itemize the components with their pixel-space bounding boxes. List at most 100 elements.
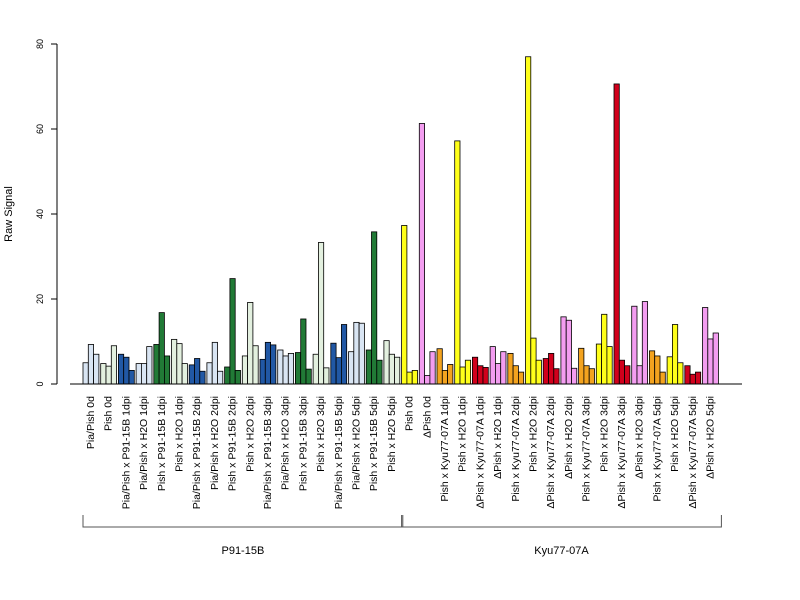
bar [606,346,613,385]
bar [353,321,360,385]
bar [105,365,112,385]
x-tick-label: ΔPish x H2O 3dpi [634,396,646,479]
bars-layer [82,56,719,385]
bar [264,341,271,385]
x-tick-label: Pia/Pish x P91-15B 2dpi [191,396,203,509]
x-tick-label: Pish x H2O 1dpi [173,396,185,472]
bar [100,363,107,385]
bar [376,359,383,385]
y-axis-label: Raw Signal [3,186,15,242]
bar [371,231,378,385]
bar [411,369,418,385]
bar [330,342,337,385]
bar [259,358,266,385]
bar [518,371,525,385]
bar [241,355,249,385]
bar [707,338,714,385]
bar [659,371,666,385]
x-tick-label: Pia/Pish x P91-15B 3dpi [262,396,274,509]
bar [482,367,489,385]
x-tick-label: Pish x Kyu77-07A 5dpi [651,396,663,502]
bar [613,83,620,385]
bar [672,324,679,385]
bar [624,365,631,385]
x-tick-label: ΔPish x Kyu77-07A 1dpi [474,396,486,509]
bar [383,340,390,385]
bar [401,225,408,385]
bar [140,363,148,385]
bar [631,305,638,385]
bar [199,370,206,385]
bar [500,351,507,385]
x-tick-label: Pish x H2O 1dpi [457,396,469,472]
group-label: P91-15B [221,545,264,557]
x-tick-label: Pish x Kyu77-07A 1dpi [439,396,451,502]
bar [317,242,325,385]
bar [649,350,656,385]
bar [512,365,519,385]
x-tick-label: ΔPish x Kyu77-07A 3dpi [616,396,628,509]
bar [234,369,241,385]
bar [211,341,218,385]
x-tick-label: ΔPish x H2O 1dpi [492,396,504,479]
bar [601,313,608,385]
bar [636,365,643,385]
bar [93,353,100,385]
bar [224,366,231,385]
bar [441,369,448,385]
x-tick-label: Pia/Pish x H2O 3dpi [280,396,292,490]
bar [312,353,319,385]
bar [494,363,502,385]
bar [82,362,89,385]
bar [695,371,702,385]
bar [548,352,555,385]
x-tick-label: Pish x H2O 5dpi [386,396,398,472]
bar [181,363,188,385]
y-tick-label: 40 [35,209,45,219]
bar [335,357,342,385]
bar [340,324,348,385]
bar [163,355,171,385]
y-tick-label: 20 [35,294,45,304]
bar [287,352,294,385]
bar [560,316,567,385]
bar [153,344,160,385]
bar [447,364,454,385]
bar [588,368,595,385]
bar [118,353,125,385]
bar [87,344,95,385]
group-bracket [82,515,404,528]
bar [542,358,549,385]
group-bracket [401,515,722,528]
bar [123,356,130,385]
bar [477,365,484,385]
x-tick-label: Pish x H2O 3dpi [598,396,610,472]
y-axis: 0 20 40 60 80 [35,39,58,387]
x-tick-label: Pia/Pish x H2O 5dpi [350,396,362,490]
bar [388,353,395,385]
bar [471,356,479,385]
bar [270,344,277,385]
x-tick-label: Pish x Kyu77-07A 2dpi [510,396,522,502]
x-tick-label: Pish x H2O 2dpi [244,396,256,472]
bar [300,318,307,385]
bar [128,369,135,385]
bar [135,363,142,385]
bar [358,322,365,385]
bar [429,351,436,385]
bar [418,123,425,385]
bar [702,307,709,385]
bar [525,56,532,385]
bar [305,368,312,385]
bar [188,364,195,385]
bar [459,366,466,385]
x-tick-label: ΔPish 0d [421,396,433,438]
x-tick-label: Pish x Kyu77-07A 3dpi [581,396,593,502]
y-tick-label: 80 [35,39,45,49]
bar [406,371,413,385]
bar [252,345,259,385]
x-tick-label: Pish 0d [404,396,416,431]
bar [277,349,284,385]
bar [684,365,691,385]
x-tick-labels: Pia/Pish 0d Pish 0d Pia/Pish x P91-15B 1dp… [85,396,717,509]
